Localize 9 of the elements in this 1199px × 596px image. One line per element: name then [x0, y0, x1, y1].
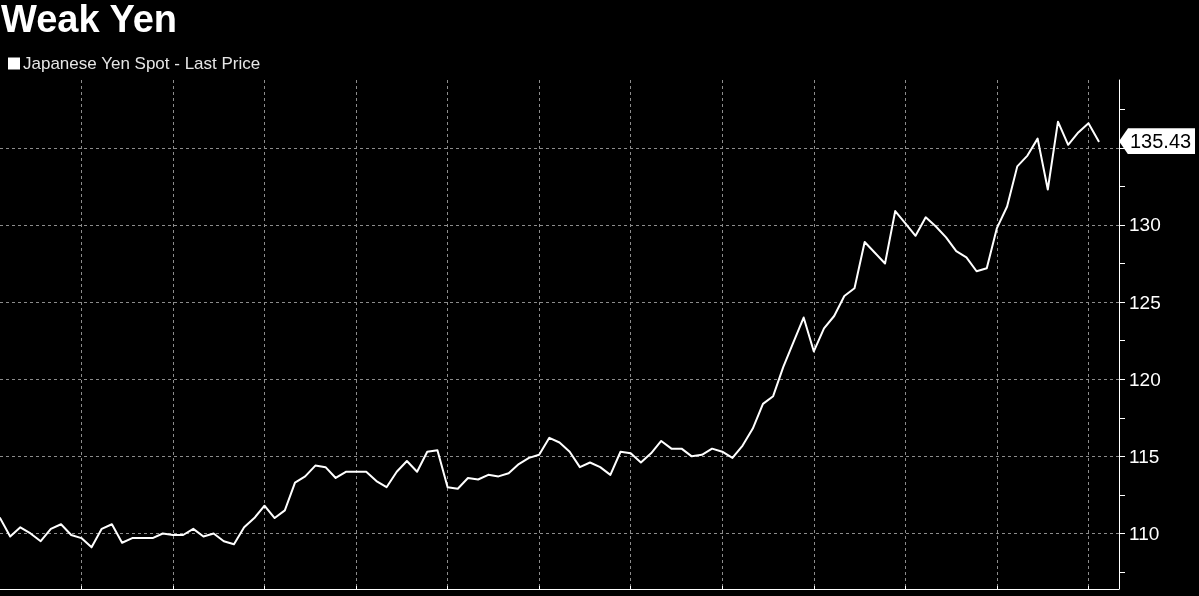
chart-title: Weak Yen [1, 0, 178, 40]
pointer-tag: 135.43 [1119, 128, 1196, 155]
y-tick-label: 115 [1129, 445, 1160, 467]
y-tick-label: 110 [1129, 522, 1160, 544]
line-series [0, 120, 1100, 549]
y-tick-label: 125 [1129, 291, 1161, 313]
y-tick-label: 120 [1129, 368, 1161, 390]
legend-label: Japanese Yen Spot - Last Price [23, 54, 261, 73]
y-tick-label: 130 [1129, 214, 1161, 236]
